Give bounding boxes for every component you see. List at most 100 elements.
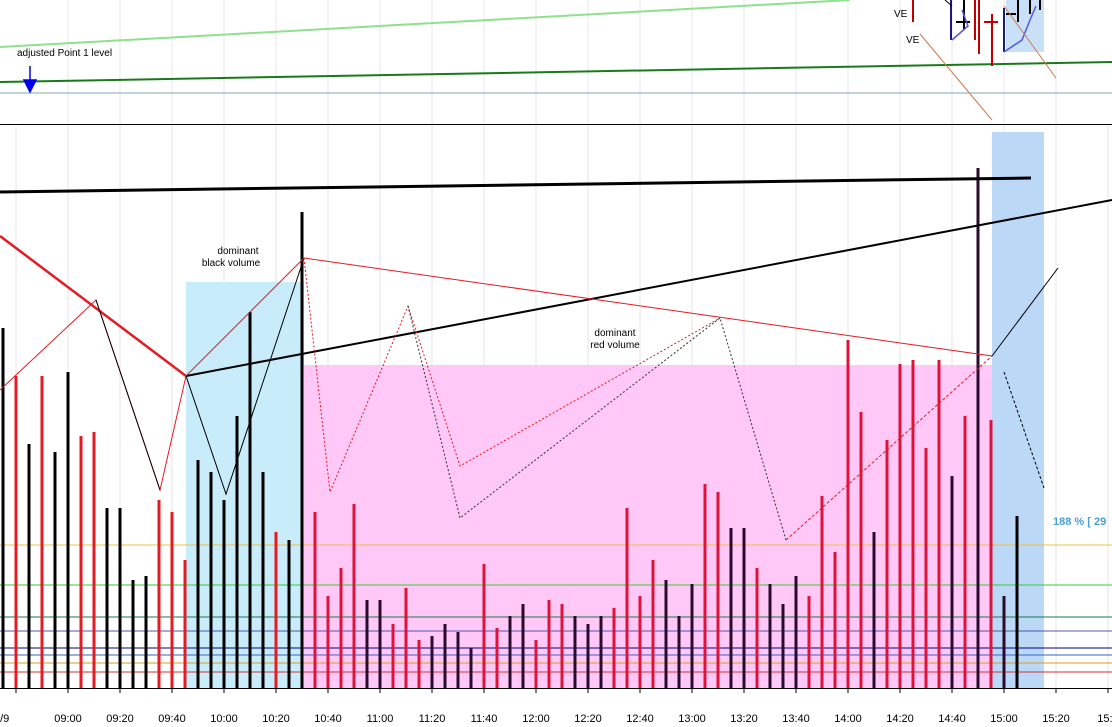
volume-bar <box>638 596 642 688</box>
volume-bar <box>209 472 213 688</box>
black-end-line <box>991 267 1059 357</box>
x-tick-label: 14:20 <box>886 713 914 725</box>
volume-bar <box>781 604 785 688</box>
volume-bar <box>794 576 798 688</box>
x-axis-ticks: 5/9 09:00 09:20 09:40 10:00 10:20 10:40 11:00 11… <box>0 688 1112 725</box>
volume-bar <box>1015 516 1019 688</box>
volume-panel: dominant black volume dominant red volum… <box>0 126 1112 725</box>
annotation-black-1: dominant <box>217 246 258 257</box>
volume-bar <box>677 616 681 688</box>
volume-bar <box>131 580 135 688</box>
volume-bar <box>404 588 408 688</box>
volume-bar <box>378 600 382 688</box>
volume-bar <box>14 376 18 688</box>
black-zigzag-2 <box>185 257 305 496</box>
volume-bar <box>547 600 551 688</box>
volume-bar <box>27 444 31 688</box>
x-tick-label: 12:20 <box>574 713 602 725</box>
volume-bar <box>625 508 629 688</box>
x-tick-label: 10:40 <box>314 713 342 725</box>
volume-bar <box>729 528 733 688</box>
down-arrow-icon <box>22 66 38 94</box>
dominant-red-zone <box>304 365 994 688</box>
volume-bar <box>755 568 759 688</box>
volume-bar <box>443 624 447 688</box>
volume-bar <box>716 492 720 688</box>
volume-bar <box>222 500 226 688</box>
x-tick-label: 13:00 <box>678 713 706 725</box>
x-tick-label: 13:20 <box>730 713 758 725</box>
volume-bar <box>196 460 200 688</box>
volume-bar <box>469 648 473 688</box>
volume-bar <box>417 640 421 688</box>
volume-bar <box>261 472 265 688</box>
volume-bar <box>742 528 746 688</box>
volume-bar <box>898 364 902 688</box>
volume-bar <box>807 596 811 688</box>
volume-bar <box>40 376 44 688</box>
black-end-dotted <box>1003 371 1045 489</box>
x-tick-label: 10:00 <box>210 713 238 725</box>
x-tick-label: 11:00 <box>367 713 394 725</box>
volume-bar <box>989 420 993 688</box>
x-tick-label: 15:4 <box>1097 713 1112 725</box>
volume-bar <box>170 512 174 688</box>
volume-bar <box>248 312 252 688</box>
volume-bar <box>976 168 980 688</box>
volume-bar <box>300 212 304 688</box>
volume-bar <box>456 632 460 688</box>
volume-bar <box>573 616 577 688</box>
annotation-black-2: black volume <box>202 258 261 269</box>
volume-bar <box>612 608 616 688</box>
volume-bar <box>430 636 434 688</box>
volume-bar <box>287 540 291 688</box>
x-tick-label: 09:20 <box>106 713 134 725</box>
x-tick-label: 11:40 <box>471 713 498 725</box>
x-tick-label: 5/9 <box>0 713 9 725</box>
x-tick-label: 13:40 <box>782 713 810 725</box>
point1-annotation: adjusted Point 1 level <box>17 48 112 59</box>
volume-bar <box>313 512 317 688</box>
x-tick-label: 10:20 <box>262 713 290 725</box>
volume-bar <box>937 360 941 688</box>
volume-bar <box>703 484 707 688</box>
volume-bar <box>157 500 161 688</box>
volume-bar <box>859 412 863 688</box>
x-tick-label: 09:00 <box>54 713 82 725</box>
thick-red-downline <box>0 235 187 377</box>
upper-candles <box>912 0 1057 121</box>
volume-bars <box>1 168 1019 688</box>
rising-black-trendline <box>185 199 1112 377</box>
x-tick-label: 11:20 <box>419 713 446 725</box>
volume-bar <box>1 328 5 688</box>
volume-bar <box>66 372 70 688</box>
volume-bar <box>495 628 499 688</box>
volume-bar <box>599 616 603 688</box>
volume-bar <box>183 560 187 688</box>
volume-bar <box>508 616 512 688</box>
x-tick-label: 14:00 <box>834 713 862 725</box>
volume-bar <box>768 584 772 688</box>
x-tick-label: 12:40 <box>626 713 654 725</box>
x-tick-label: 14:40 <box>938 713 966 725</box>
volume-bar <box>586 624 590 688</box>
ve-label-1: VE <box>894 9 908 20</box>
light-green-trendline <box>0 0 851 48</box>
volume-bar <box>235 416 239 688</box>
volume-bar <box>105 508 109 688</box>
volume-bar <box>820 496 824 688</box>
volume-bar <box>1002 596 1006 688</box>
annotation-red-2: red volume <box>590 340 640 351</box>
ve-label-2: VE <box>906 35 920 46</box>
volume-bar <box>274 532 278 688</box>
thick-black-trendline <box>0 176 1032 194</box>
red-top-line <box>303 257 993 357</box>
dominant-black-zone <box>186 282 304 688</box>
volume-bar <box>482 564 486 688</box>
upper-gridlines <box>67 0 1057 124</box>
volume-bar <box>339 568 343 688</box>
volume-bar <box>391 624 395 688</box>
volume-bar <box>950 476 954 688</box>
volume-bar <box>924 448 928 688</box>
